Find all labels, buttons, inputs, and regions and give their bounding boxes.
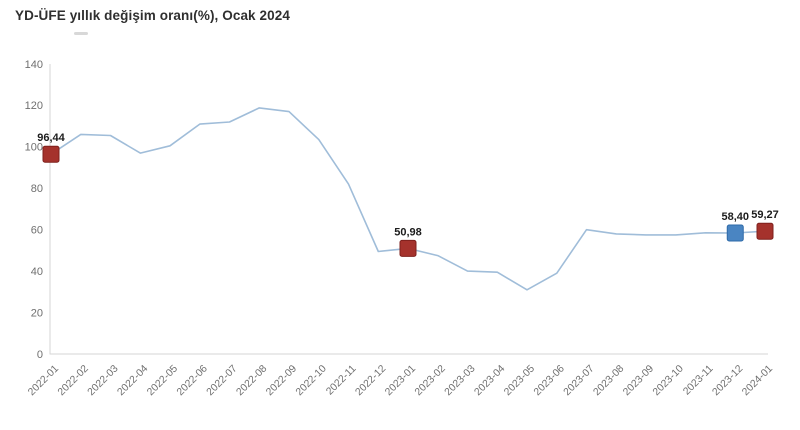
point-value-label: 50,98 [394,226,422,238]
x-axis-tick-label: 2023-06 [532,363,567,398]
highlight-marker-2022-01 [42,145,60,163]
x-axis-tick-label: 2022-08 [235,363,270,398]
x-axis-tick-label: 2022-01 [26,363,61,398]
data-line [50,107,766,291]
point-value-label: 96,44 [37,132,65,144]
y-axis-tick-label: 140 [25,59,43,71]
x-axis-tick-label: 2022-06 [175,363,210,398]
x-axis-tick-label: 2023-05 [502,363,537,398]
x-axis-tick-label: 2023-12 [711,363,746,398]
x-axis-tick-label: 2022-11 [324,363,358,397]
x-axis-tick-label: 2022-10 [294,363,329,398]
highlight-marker-2024-01 [756,222,774,240]
y-axis-tick-label: 20 [31,307,43,319]
y-axis-tick-label: 120 [25,100,43,112]
y-axis-tick-label: 100 [25,142,43,154]
point-value-label: 59,27 [751,209,779,221]
x-axis-tick-label: 2022-02 [56,363,91,398]
y-axis-tick-label: 60 [31,225,43,237]
x-axis-tick-label: 2023-08 [592,363,627,398]
point-value-label: 58,40 [721,211,749,223]
y-axis-tick-label: 0 [37,349,43,361]
x-axis-tick-label: 2022-12 [354,363,389,398]
x-axis-tick-label: 2022-05 [145,363,180,398]
x-axis-tick-label: 2023-02 [413,363,448,398]
x-axis-tick-label: 2023-11 [681,363,715,397]
x-axis-tick-label: 2023-01 [383,363,418,398]
y-axis-tick-label: 80 [31,183,43,195]
x-axis-tick-label: 2023-03 [443,363,478,398]
highlight-marker-2023-01 [399,239,417,257]
x-axis-tick-label: 2023-10 [651,363,686,398]
x-axis-tick-label: 2023-04 [473,363,508,398]
x-axis-tick-label: 2023-09 [621,363,656,398]
x-axis-tick-label: 2022-09 [264,363,299,398]
x-axis-tick-label: 2023-07 [562,363,597,398]
axis-lines [49,64,768,355]
y-axis-tick-label: 40 [31,266,43,278]
x-axis-tick-label: 2024-01 [740,363,775,398]
x-axis-tick-label: 2022-03 [86,363,121,398]
highlight-marker-2023-12 [726,224,744,242]
title-underline-mark [74,32,88,35]
x-axis-tick-label: 2022-04 [116,363,151,398]
chart-title: YD-ÜFE yıllık değişim oranı(%), Ocak 202… [15,8,290,23]
x-axis-tick-label: 2022-07 [205,363,240,398]
